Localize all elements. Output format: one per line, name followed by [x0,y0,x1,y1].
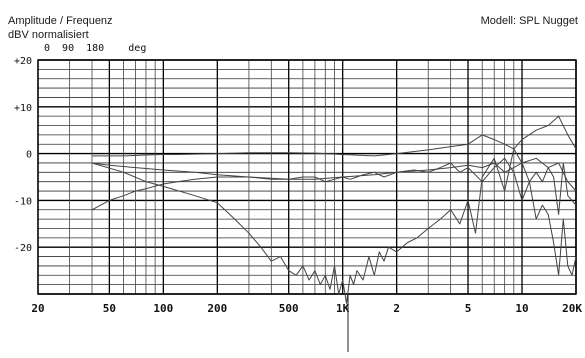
series-line-4 [91,148,577,304]
series-line-1 [92,115,577,157]
x-tick-label: 100 [153,302,173,315]
grid [37,59,577,295]
y-tick-label: 0 [26,150,32,161]
x-tick-labels: 20 50 100 200 500 1K 2 5 10 20K [31,302,582,315]
series-line-3 [91,157,577,215]
x-tick-label: 20 [31,302,44,315]
y-tick-labels: +20 +10 0 -10 -20 [14,56,32,254]
y-tick-label: -10 [14,196,32,207]
x-tick-label: 500 [279,302,299,315]
model-label: Modell: SPL Nugget [481,15,578,27]
y-tick-label: +20 [14,56,32,67]
x-tick-label: 50 [103,302,116,315]
series-group [91,115,577,304]
chart-title: Amplitude / Frequenz [8,15,113,27]
x-tick-label: 200 [207,302,227,315]
phase-axis-label: 0 90 180 deg [44,43,146,54]
x-tick-label: 20K [562,302,582,315]
chart-subtitle: dBV normalisiert [8,29,89,41]
x-tick-label: 5 [465,302,472,315]
x-tick-label: 1K [336,302,350,315]
series-line-2 [91,157,577,192]
y-tick-label: -20 [14,243,32,254]
plot-frame [37,59,577,295]
y-tick-label: +10 [14,103,32,114]
x-tick-label: 10 [515,302,528,315]
x-tick-label: 2 [393,302,400,315]
